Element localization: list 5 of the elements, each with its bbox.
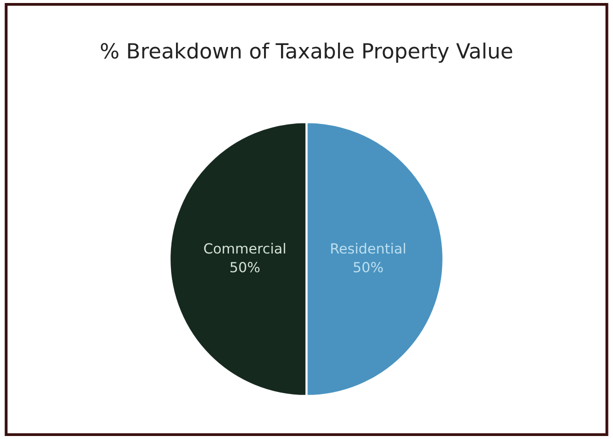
chart-title: % Breakdown of Taxable Property Value	[100, 42, 512, 63]
slice-label: Residential	[331, 242, 406, 254]
data-label: 50%	[354, 262, 383, 272]
slice-label: Commercial	[204, 242, 286, 254]
data-label: 50%	[230, 262, 260, 272]
